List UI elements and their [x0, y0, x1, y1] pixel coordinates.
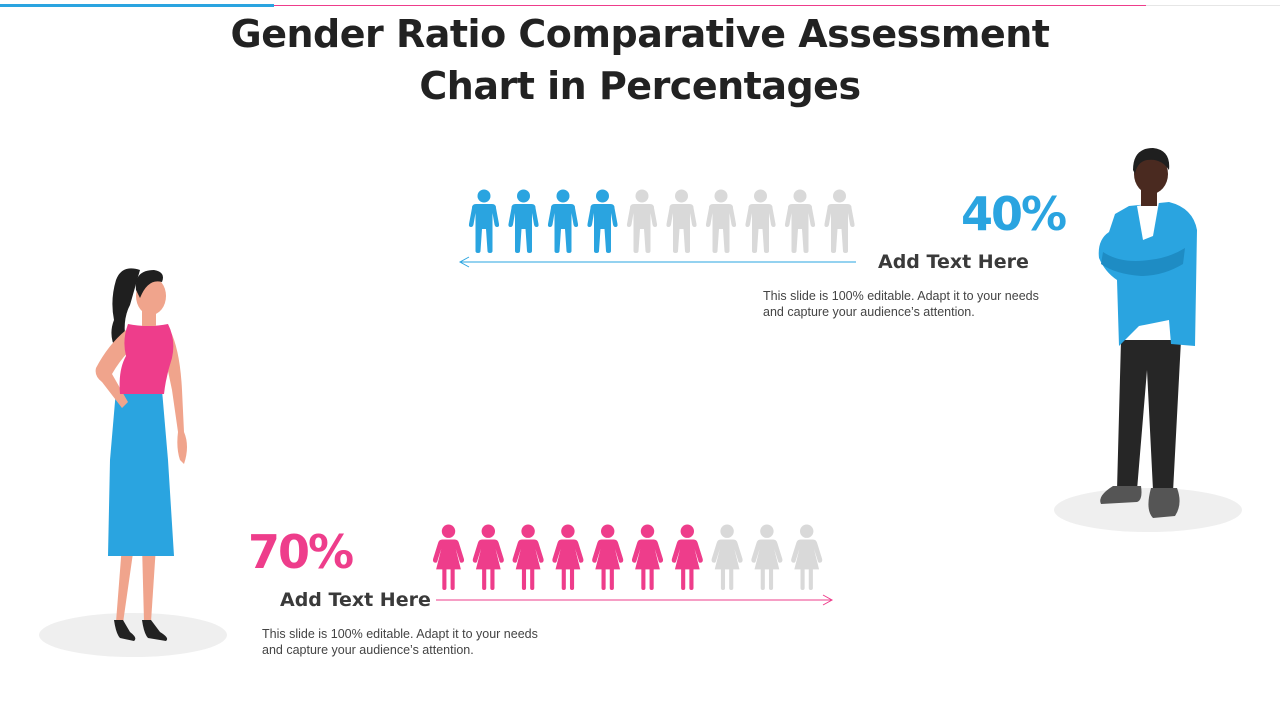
- top-accent-line-pink: [274, 5, 1146, 6]
- female-heading: Add Text Here: [280, 589, 431, 611]
- male-icon-row: [468, 189, 855, 253]
- male-icon-10-empty: [824, 189, 855, 253]
- top-accent-bar-blue: [0, 4, 274, 7]
- title-line-2: Chart in Percentages: [419, 64, 861, 108]
- male-icon-9-empty: [784, 189, 816, 253]
- man-illustration: [1054, 148, 1242, 532]
- male-icon-4-filled: [587, 189, 618, 253]
- top-accent-line-grey: [1146, 5, 1280, 6]
- male-percentage-label: 40%: [961, 187, 1067, 241]
- male-icon-6-empty: [666, 189, 697, 253]
- female-arrow: [436, 594, 834, 606]
- female-icon-row: [432, 524, 823, 590]
- woman-illustration: [39, 268, 227, 657]
- male-icon-7-empty: [705, 189, 737, 253]
- female-description: This slide is 100% editable. Adapt it to…: [262, 627, 538, 657]
- male-description: This slide is 100% editable. Adapt it to…: [763, 289, 1039, 319]
- female-icon-7-filled: [671, 524, 703, 590]
- male-icon-3-filled: [547, 189, 579, 253]
- female-icon-4-filled: [552, 524, 584, 590]
- male-icon-8-empty: [745, 189, 776, 253]
- female-icon-10-empty: [791, 524, 823, 590]
- male-icon-5-empty: [626, 189, 658, 253]
- female-icon-8-empty: [711, 524, 743, 590]
- title-line-1: Gender Ratio Comparative Assessment: [230, 12, 1050, 56]
- female-icon-3-filled: [512, 524, 544, 590]
- male-icon-2-filled: [508, 189, 539, 253]
- female-icon-2-filled: [472, 524, 504, 590]
- male-heading: Add Text Here: [878, 251, 1029, 273]
- female-percentage-label: 70%: [248, 525, 354, 579]
- page-title: Gender Ratio Comparative Assessment Char…: [140, 8, 1140, 112]
- male-icon-1-filled: [468, 189, 500, 253]
- female-icon-6-filled: [631, 524, 664, 590]
- female-icon-5-filled: [592, 524, 624, 590]
- female-icon-9-empty: [751, 524, 783, 590]
- male-arrow: [458, 256, 856, 268]
- female-icon-1-filled: [432, 524, 465, 590]
